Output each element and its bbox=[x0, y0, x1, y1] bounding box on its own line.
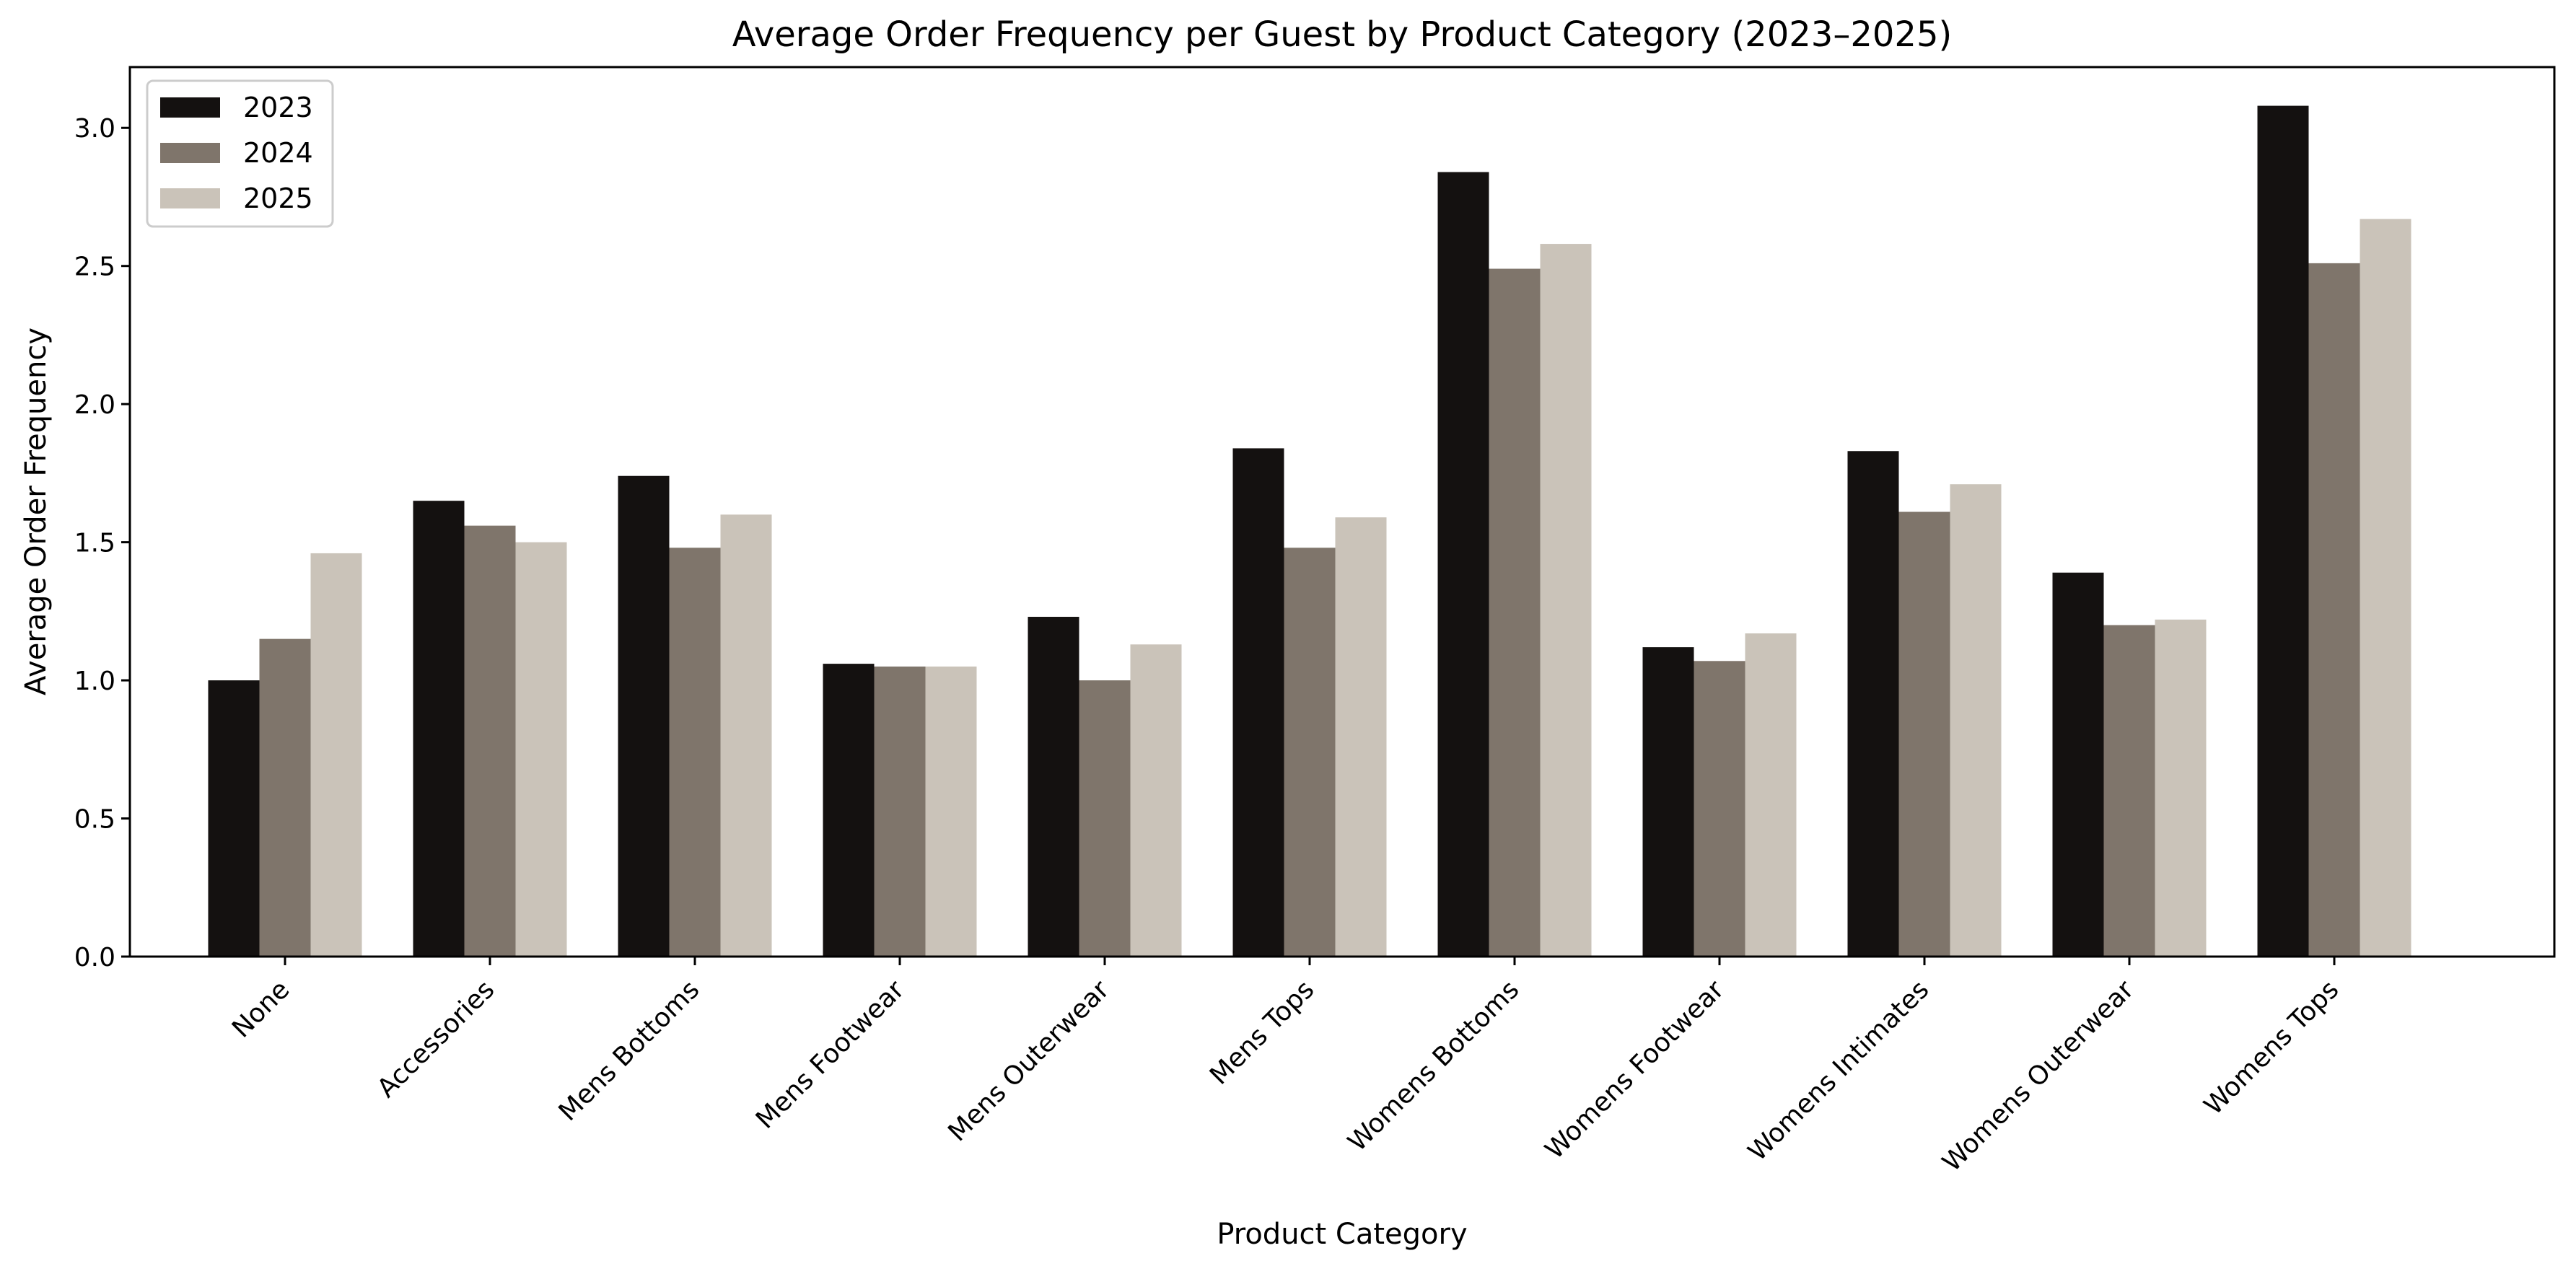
bar-2025-mens-tops bbox=[1335, 517, 1387, 957]
y-tick-label: 1.0 bbox=[74, 667, 115, 696]
y-tick-label: 1.5 bbox=[74, 529, 115, 558]
bar-2025-mens-bottoms bbox=[720, 514, 772, 957]
x-tick-label: Womens Tops bbox=[2199, 975, 2344, 1120]
bar-2024-womens-outerwear bbox=[2103, 625, 2155, 957]
bar-2024-mens-bottoms bbox=[669, 548, 721, 957]
x-tick-label: Mens Tops bbox=[1204, 975, 1320, 1090]
bar-2023-womens-intimates bbox=[1847, 451, 1899, 957]
x-axis-label: Product Category bbox=[1217, 1218, 1467, 1251]
bar-2025-womens-footwear bbox=[1745, 633, 1797, 957]
y-tick-label: 0.5 bbox=[74, 805, 115, 835]
bar-2024-mens-tops bbox=[1284, 548, 1336, 957]
bar-2023-womens-footwear bbox=[1642, 647, 1694, 957]
x-tick-label: Mens Bottoms bbox=[553, 975, 706, 1127]
bar-2024-mens-footwear bbox=[874, 666, 926, 957]
bar-2023-accessories bbox=[413, 501, 465, 957]
bar-2025-mens-outerwear bbox=[1130, 644, 1182, 957]
bar-2024-womens-bottoms bbox=[1489, 268, 1541, 957]
x-tick-label: Womens Bottoms bbox=[1343, 975, 1525, 1157]
bar-2023-womens-tops bbox=[2257, 105, 2309, 957]
legend-swatch-2025 bbox=[160, 188, 220, 208]
bar-2023-mens-bottoms bbox=[618, 475, 670, 957]
bar-2025-mens-footwear bbox=[925, 666, 977, 957]
x-tick-label: None bbox=[227, 975, 295, 1043]
bar-2025-womens-outerwear bbox=[2155, 619, 2207, 957]
bar-2023-mens-footwear bbox=[823, 664, 875, 957]
bar-2025-none bbox=[310, 553, 362, 957]
bar-2024-none bbox=[259, 638, 311, 957]
x-tick-label: Mens Outerwear bbox=[942, 975, 1115, 1147]
plot-frame bbox=[128, 66, 2556, 958]
x-tick-label: Womens Outerwear bbox=[1937, 975, 2139, 1177]
y-tick-label: 2.5 bbox=[74, 252, 115, 282]
bar-2023-mens-tops bbox=[1232, 448, 1284, 957]
x-axis: None Accessories Mens Bottoms Mens Footwear… bbox=[227, 957, 2344, 1177]
legend-swatch-2023 bbox=[160, 97, 220, 118]
legend-label-2023: 2023 bbox=[243, 92, 313, 123]
bar-2025-womens-bottoms bbox=[1540, 244, 1592, 957]
x-tick-label: Womens Footwear bbox=[1540, 975, 1730, 1165]
bar-2023-none bbox=[208, 680, 260, 957]
x-tick-label: Womens Intimates bbox=[1743, 975, 1935, 1167]
legend-label-2025: 2025 bbox=[243, 183, 313, 214]
bar-2024-mens-outerwear bbox=[1079, 680, 1131, 957]
legend: 2023 2024 2025 bbox=[146, 79, 334, 228]
legend-label-2024: 2024 bbox=[243, 137, 313, 169]
chart-title: Average Order Frequency per Guest by Pro… bbox=[732, 14, 1952, 55]
bar-2023-mens-outerwear bbox=[1028, 617, 1079, 957]
x-tick-label: Mens Footwear bbox=[750, 975, 911, 1135]
bars-group bbox=[208, 105, 2411, 957]
bar-2025-accessories bbox=[515, 542, 567, 957]
bar-2024-accessories bbox=[464, 525, 516, 957]
bar-2025-womens-intimates bbox=[1950, 484, 2002, 957]
bar-2023-womens-bottoms bbox=[1437, 172, 1489, 957]
bar-2025-womens-tops bbox=[2360, 219, 2411, 957]
y-axis-label: Average Order Frequency bbox=[19, 328, 53, 695]
bar-2024-womens-tops bbox=[2308, 263, 2360, 957]
y-tick-label: 0.0 bbox=[74, 943, 115, 972]
y-tick-label: 3.0 bbox=[74, 114, 115, 144]
bar-2024-womens-intimates bbox=[1898, 511, 1950, 957]
x-tick-label: Accessories bbox=[372, 975, 500, 1103]
bar-2024-womens-footwear bbox=[1694, 661, 1745, 957]
y-tick-label: 2.0 bbox=[74, 390, 115, 420]
legend-swatch-2024 bbox=[160, 143, 220, 163]
y-axis: 0.0 0.5 1.0 1.5 2.0 2.5 3.0 bbox=[74, 114, 130, 972]
bar-2023-womens-outerwear bbox=[2052, 572, 2104, 957]
